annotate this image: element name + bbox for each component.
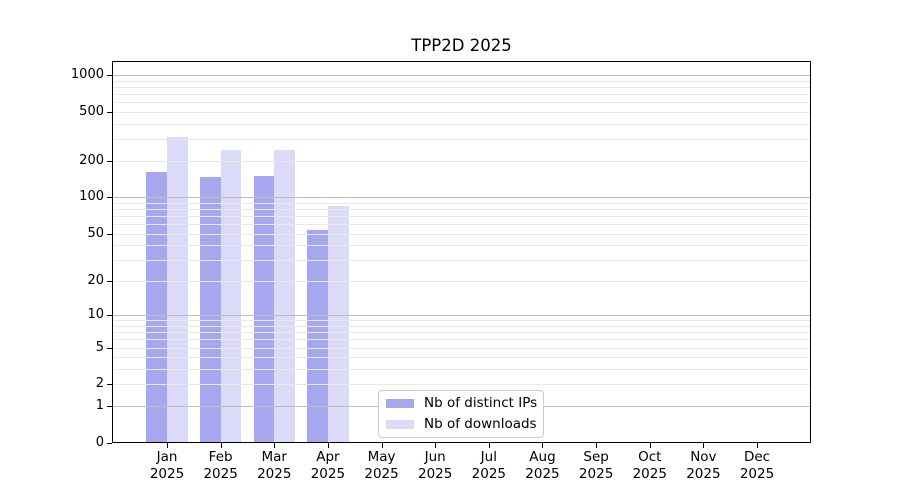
x-tick-mark bbox=[381, 443, 383, 448]
minor-gridline bbox=[112, 357, 811, 359]
y-tick-mark bbox=[107, 315, 112, 317]
minor-gridline bbox=[112, 332, 811, 334]
x-tick-mark bbox=[488, 443, 490, 448]
minor-gridline bbox=[112, 160, 811, 162]
x-tick-label: Dec 2025 bbox=[739, 449, 775, 482]
y-tick-label: 10 bbox=[87, 307, 104, 323]
minor-gridline bbox=[112, 325, 811, 327]
minor-gridline bbox=[112, 260, 811, 262]
bar-distinct-ips bbox=[307, 229, 328, 443]
x-tick-mark bbox=[274, 443, 276, 448]
bar-downloads bbox=[167, 136, 188, 443]
y-tick-label: 20 bbox=[87, 272, 104, 288]
x-tick-mark bbox=[220, 443, 222, 448]
y-tick-mark bbox=[107, 75, 112, 76]
y-tick-mark bbox=[107, 384, 112, 386]
legend-swatch-downloads bbox=[386, 419, 414, 429]
y-tick-label: 1 bbox=[95, 398, 104, 414]
x-tick-mark bbox=[327, 443, 329, 448]
minor-gridline bbox=[112, 208, 811, 210]
minor-gridline bbox=[112, 384, 811, 386]
major-gridline bbox=[112, 197, 811, 199]
y-tick-label: 100 bbox=[79, 189, 104, 205]
x-tick-label: Apr 2025 bbox=[310, 449, 346, 482]
y-tick-mark bbox=[107, 233, 112, 235]
minor-gridline bbox=[112, 139, 811, 140]
minor-gridline bbox=[112, 224, 811, 226]
minor-gridline bbox=[112, 93, 811, 95]
x-tick-mark bbox=[649, 443, 651, 448]
y-tick-mark bbox=[107, 280, 112, 282]
y-tick-label: 500 bbox=[79, 103, 104, 119]
x-tick-label: Oct 2025 bbox=[632, 449, 667, 482]
minor-gridline bbox=[112, 320, 811, 322]
x-tick-mark bbox=[435, 443, 437, 448]
minor-gridline bbox=[112, 347, 811, 349]
legend-label: Nb of distinct IPs bbox=[424, 395, 538, 412]
y-tick-mark bbox=[107, 160, 112, 162]
x-tick-mark bbox=[596, 443, 598, 448]
y-tick-mark bbox=[107, 443, 112, 444]
x-tick-label: Jun 2025 bbox=[418, 449, 453, 482]
minor-gridline bbox=[112, 280, 811, 282]
x-tick-label: Mar 2025 bbox=[257, 449, 292, 482]
plot-area bbox=[112, 61, 811, 443]
minor-gridline bbox=[112, 80, 811, 82]
x-tick-label: Aug 2025 bbox=[525, 449, 560, 482]
y-tick-label: 200 bbox=[79, 152, 104, 168]
chart-title: TPP2D 2025 bbox=[411, 36, 512, 55]
legend-item: Nb of distinct IPs bbox=[386, 396, 543, 411]
y-tick-label: 0 bbox=[95, 435, 104, 450]
minor-gridline bbox=[112, 245, 811, 247]
y-tick-label: 1000 bbox=[70, 67, 104, 82]
y-tick-mark bbox=[107, 111, 112, 113]
legend: Nb of distinct IPs Nb of downloads bbox=[378, 390, 544, 438]
minor-gridline bbox=[112, 339, 811, 341]
minor-gridline bbox=[112, 123, 811, 125]
legend-item: Nb of downloads bbox=[386, 415, 543, 432]
legend-label: Nb of downloads bbox=[424, 415, 537, 432]
x-tick-label: Jul 2025 bbox=[471, 449, 506, 482]
bar-distinct-ips bbox=[253, 176, 275, 443]
y-tick-mark bbox=[107, 347, 112, 349]
x-tick-label: Sep 2025 bbox=[578, 449, 614, 482]
minor-gridline bbox=[112, 86, 811, 88]
x-tick-mark bbox=[703, 443, 705, 448]
major-gridline bbox=[112, 75, 811, 76]
major-gridline bbox=[112, 315, 811, 317]
minor-gridline bbox=[112, 215, 811, 217]
minor-gridline bbox=[112, 369, 811, 371]
x-tick-label: Nov 2025 bbox=[686, 449, 721, 482]
y-tick-label: 5 bbox=[95, 339, 104, 355]
bar-distinct-ips bbox=[146, 172, 167, 443]
minor-gridline bbox=[112, 111, 811, 113]
x-tick-label: May 2025 bbox=[364, 449, 399, 482]
x-tick-mark bbox=[542, 443, 544, 448]
bar-distinct-ips bbox=[200, 177, 221, 443]
y-tick-mark bbox=[107, 197, 112, 199]
minor-gridline bbox=[112, 102, 811, 104]
x-tick-label: Jan 2025 bbox=[149, 449, 185, 482]
minor-gridline bbox=[112, 233, 811, 235]
minor-gridline bbox=[112, 202, 811, 204]
x-tick-mark bbox=[757, 443, 759, 448]
bar-downloads bbox=[327, 205, 349, 443]
y-tick-mark bbox=[107, 406, 112, 408]
y-tick-label: 2 bbox=[95, 376, 104, 392]
y-tick-label: 50 bbox=[87, 225, 104, 241]
x-tick-mark bbox=[167, 443, 168, 448]
axes-border bbox=[112, 61, 811, 443]
legend-swatch-distinct-ips bbox=[386, 399, 414, 409]
x-tick-label: Feb 2025 bbox=[203, 449, 238, 482]
